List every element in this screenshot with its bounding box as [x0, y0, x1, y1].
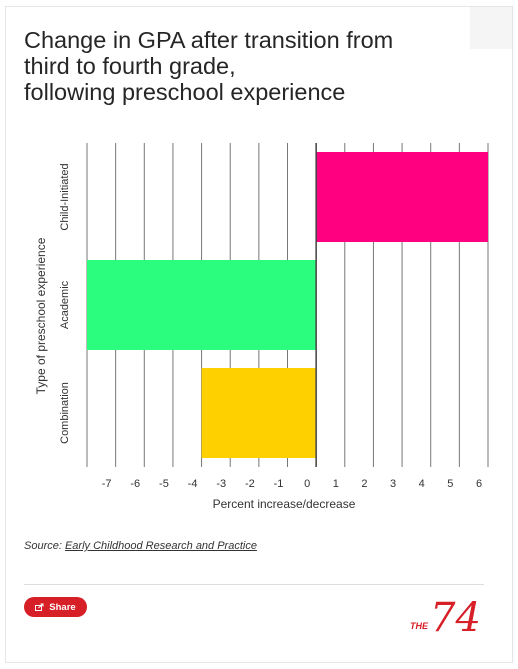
the74-logo: THE 74 [410, 595, 481, 637]
x-tick-label: 5 [447, 478, 453, 490]
chart-title: Change in GPA after transition from thir… [24, 27, 394, 105]
share-label: Share [49, 601, 76, 613]
x-tick-label: -3 [216, 478, 226, 490]
bar-child-initiated [316, 152, 488, 242]
x-tick-label: 3 [390, 478, 396, 490]
bar-combination [201, 368, 317, 458]
bars [87, 152, 488, 458]
x-tick-label: 2 [361, 478, 367, 490]
divider [24, 584, 484, 585]
source-link[interactable]: Early Childhood Research and Practice [64, 540, 257, 552]
x-tick-label: 4 [419, 478, 425, 490]
logo-the-text: THE [410, 621, 429, 631]
source-note: Source: Early Childhood Research and Pra… [24, 540, 257, 552]
x-tick-label: 1 [333, 478, 339, 490]
x-tick-label: -4 [188, 478, 198, 490]
category-labels: Child-Initiated Academic Combination [59, 163, 71, 444]
x-tick-labels: -7 -6 -5 -4 -3 -2 -1 0 1 2 3 4 5 6 [102, 478, 482, 490]
logo-number-text: 74 [430, 595, 481, 637]
share-button[interactable]: Share [24, 597, 87, 617]
corner-shade [470, 7, 512, 49]
category-label: Academic [59, 280, 71, 329]
x-tick-label: 0 [304, 478, 310, 490]
category-label: Combination [59, 382, 71, 444]
bar-academic [87, 260, 317, 350]
x-tick-label: -1 [274, 478, 284, 490]
share-icon [35, 603, 44, 611]
bar-chart: -7 -6 -5 -4 -3 -2 -1 0 1 2 3 4 5 6 Child-Initiated Aca… [34, 143, 489, 511]
x-tick-label: -6 [130, 478, 140, 490]
x-tick-label: -7 [102, 478, 112, 490]
category-label: Child-Initiated [59, 163, 71, 230]
x-tick-label: -5 [159, 478, 169, 490]
source-prefix: Source: [24, 540, 65, 552]
x-axis-label: Percent increase/decrease [213, 497, 356, 511]
x-tick-label: -2 [245, 478, 255, 490]
y-axis-label: Type of preschool experience [34, 237, 48, 394]
x-tick-label: 6 [476, 478, 482, 490]
